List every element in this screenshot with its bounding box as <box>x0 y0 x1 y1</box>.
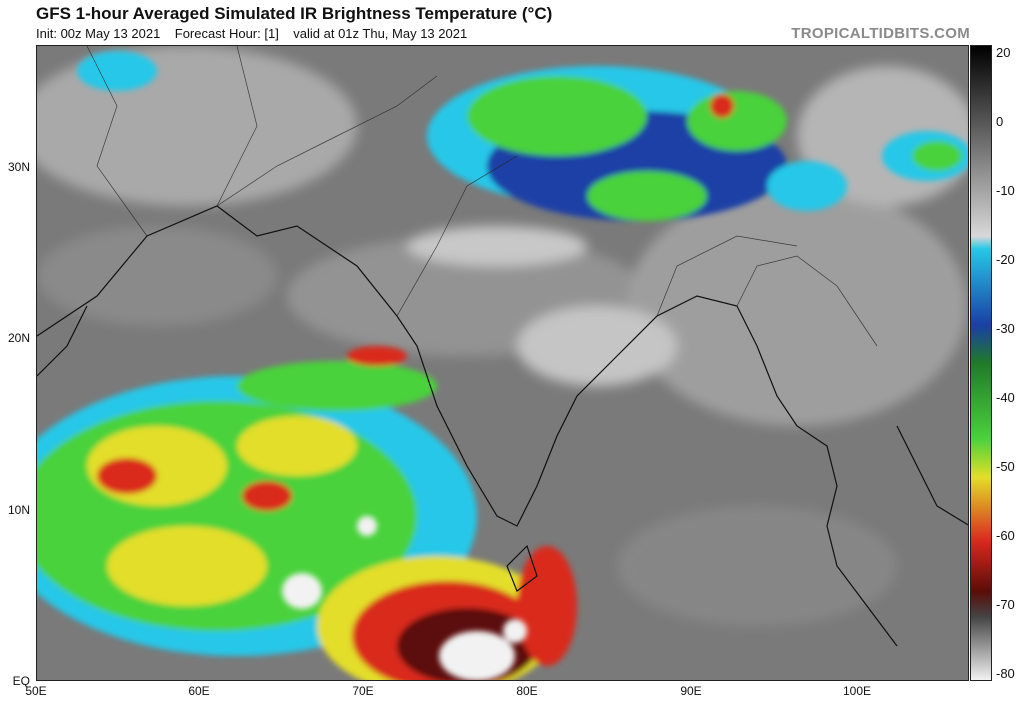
valid-time: valid at 01z Thu, May 13 2021 <box>293 26 468 41</box>
lat-label-10n: 10N <box>7 503 30 517</box>
lat-label-eq: EQ <box>12 674 30 688</box>
lon-label-90e: 90E <box>680 684 702 698</box>
colorbar-tick-minus60: -60 <box>996 528 1015 543</box>
colorbar-gradient <box>971 46 991 680</box>
colorbar-tick-minus30: -30 <box>996 321 1015 336</box>
lon-label-60e: 60E <box>188 684 210 698</box>
map-canvas <box>37 46 968 680</box>
lat-label-20n: 20N <box>7 331 30 345</box>
forecast-hour: Forecast Hour: [1] <box>174 26 279 41</box>
init-time: Init: 00z May 13 2021 <box>36 26 161 41</box>
colorbar-tick-minus80: -80 <box>996 666 1015 681</box>
colorbar-tick-20: 20 <box>996 45 1011 60</box>
colorbar-tick-minus20: -20 <box>996 252 1015 267</box>
lon-label-100e: 100E <box>842 684 872 698</box>
colorbar-tick-minus10: -10 <box>996 183 1015 198</box>
colorbar-tick-minus40: -40 <box>996 390 1015 405</box>
satellite-map[interactable] <box>36 45 969 681</box>
lon-label-70e: 70E <box>352 684 374 698</box>
run-info: Init: 00z May 13 2021 Forecast Hour: [1]… <box>36 26 467 41</box>
colorbar-tick-minus50: -50 <box>996 459 1015 474</box>
lon-label-50e: 50E <box>25 684 47 698</box>
map-title: GFS 1-hour Averaged Simulated IR Brightn… <box>36 4 553 23</box>
temperature-colorbar <box>970 45 992 681</box>
lon-label-80e: 80E <box>516 684 538 698</box>
site-brand: TROPICALTIDBITS.COM <box>791 25 970 42</box>
colorbar-tick-minus70: -70 <box>996 597 1015 612</box>
colorbar-tick-0: 0 <box>996 114 1004 129</box>
lat-label-30n: 30N <box>7 160 30 174</box>
